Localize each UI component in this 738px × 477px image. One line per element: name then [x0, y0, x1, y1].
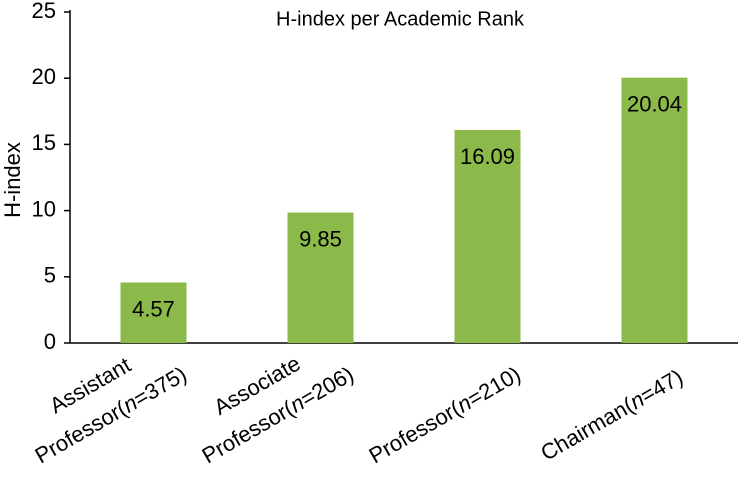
y-tick-label: 20: [32, 64, 56, 89]
bar: [287, 212, 354, 343]
bar: [454, 129, 521, 343]
x-tick-label: Associate Professor(n=206): [180, 330, 358, 468]
value-label: 20.04: [627, 91, 682, 116]
value-label: 9.85: [299, 226, 342, 251]
bar: [621, 77, 688, 343]
y-tick-label: 25: [32, 0, 56, 23]
x-tick-label: Professor(n=210): [365, 361, 525, 468]
value-label: 4.57: [132, 296, 175, 321]
x-tick-label: Chairman(n=47): [536, 364, 687, 465]
y-tick-label: 10: [32, 196, 56, 221]
y-tick-label: 0: [44, 329, 56, 354]
y-axis-label: H-index: [0, 142, 25, 218]
bar: [120, 282, 187, 343]
y-tick-label: 15: [32, 130, 56, 155]
chart-title: H-index per Academic Rank: [276, 8, 525, 30]
x-tick-label: Assistant Professor(n=375): [13, 330, 191, 468]
y-tick-label: 5: [44, 263, 56, 288]
value-label: 16.09: [460, 144, 515, 169]
